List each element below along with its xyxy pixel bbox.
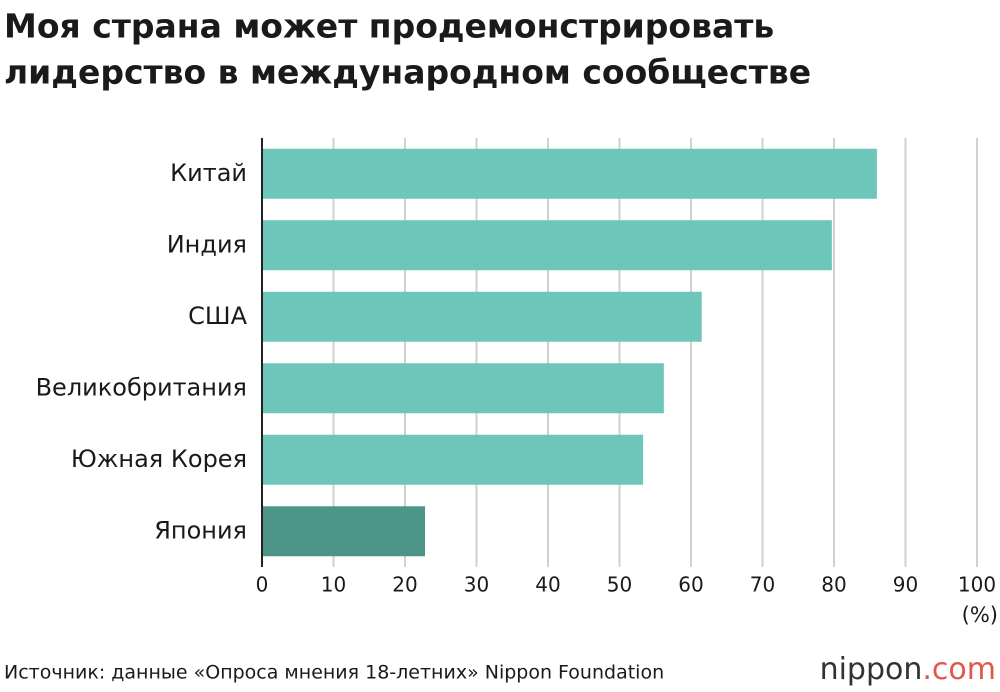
x-tick-label: 90	[893, 573, 918, 597]
x-tick-label: 80	[821, 573, 846, 597]
bar	[262, 434, 644, 485]
chart-title: лидерство в международном сообществе	[4, 53, 811, 92]
y-tick-label: Великобритания	[36, 373, 247, 401]
y-tick-label: Япония	[154, 516, 247, 544]
x-tick-label: 10	[321, 573, 346, 597]
x-tick-label: 100	[958, 573, 996, 597]
logo-name: nippon	[820, 652, 923, 687]
logo: nippon.com	[820, 652, 996, 687]
logo-suffix: .com	[922, 652, 996, 687]
y-tick-label: Южная Корея	[71, 445, 247, 473]
source: Источник: данные «Опроса мнения 18-летни…	[4, 662, 664, 684]
y-tick-label: США	[188, 302, 247, 330]
x-tick-label: 60	[678, 573, 703, 597]
bar	[262, 291, 702, 342]
chart-title: Моя страна может продемонстрировать	[4, 7, 774, 46]
x-tick-label: 40	[535, 573, 560, 597]
bar	[262, 506, 426, 557]
y-tick-label: Китай	[170, 159, 247, 187]
y-tick-label: Индия	[167, 230, 247, 258]
x-tick-label: 20	[392, 573, 417, 597]
bar	[262, 220, 832, 271]
x-tick-label: 0	[256, 573, 269, 597]
x-unit: (%)	[962, 603, 998, 627]
x-tick-label: 70	[750, 573, 775, 597]
bar	[262, 148, 877, 199]
bar	[262, 363, 664, 414]
x-tick-label: 50	[607, 573, 632, 597]
x-tick-label: 30	[464, 573, 489, 597]
